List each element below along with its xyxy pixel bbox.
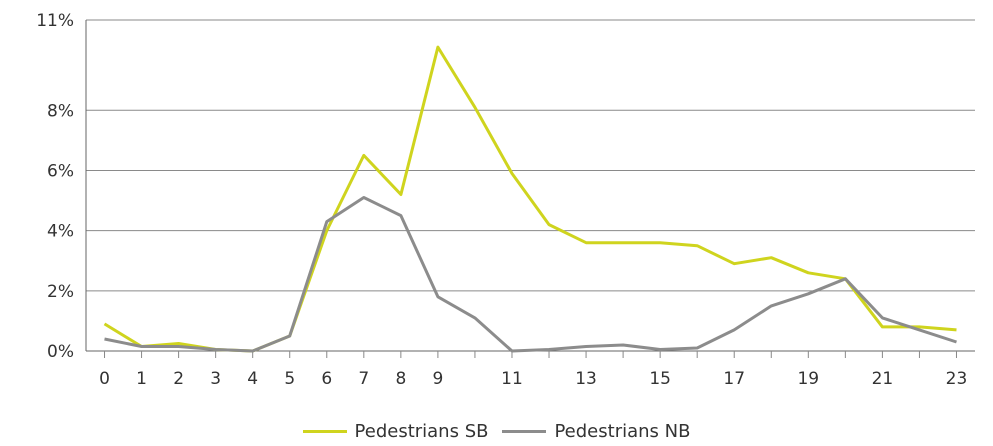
x-axis-ticks: 0 1 2 3 4 5 6 7 8 9 11 13 15 17 19 21 23 [99,351,967,389]
y-tick-label: 4% [47,222,74,242]
x-tick-label: 0 [99,369,110,389]
legend-label-pedestrians-sb: Pedestrians SB [354,420,489,442]
legend-swatch-pedestrians-nb [502,429,547,433]
legend-swatch-pedestrians-sb [302,429,347,433]
series-lines [103,45,957,353]
x-tick-label: 4 [247,369,258,389]
series-line-pedestrians-sb [103,45,957,353]
x-tick-label: 9 [432,369,443,389]
x-tick-label: 6 [321,369,332,389]
x-tick-label: 1 [136,369,147,389]
axes [85,20,975,352]
line-chart: 0%2%4%6%8%11% 0 1 2 3 4 5 6 7 8 9 11 13 15 17 19 21 23 [36,11,975,389]
x-tick-label: 17 [723,369,745,389]
legend-item-pedestrians-sb[interactable]: Pedestrians SB [302,420,489,442]
legend-item-pedestrians-nb[interactable]: Pedestrians NB [502,421,690,442]
x-tick-label: 15 [649,369,671,389]
x-tick-label: 21 [872,369,894,389]
legend-label-pedestrians-nb: Pedestrians NB [554,420,691,442]
x-tick-label: 7 [358,369,369,389]
x-tick-label: 11 [501,369,523,389]
y-tick-label: 8% [47,101,74,121]
gridlines [86,19,975,292]
y-tick-label: 2% [47,282,74,302]
legend: Pedestrians SB Pedestrians NB [0,416,993,446]
x-tick-label: 8 [395,369,406,389]
x-tick-label: 5 [284,369,295,389]
y-tick-label: 11% [36,11,74,31]
y-tick-label: 6% [47,161,74,181]
x-tick-label: 13 [575,369,597,389]
x-tick-label: 23 [946,369,968,389]
y-tick-label: 0% [47,342,74,362]
y-axis-ticks: 0% 2% 4% 6% 8% 11% [36,11,74,362]
x-tick-label: 19 [797,369,819,389]
x-tick-label: 2 [173,369,184,389]
series-line-pedestrians-nb [104,196,957,353]
x-tick-label: 3 [210,369,221,389]
